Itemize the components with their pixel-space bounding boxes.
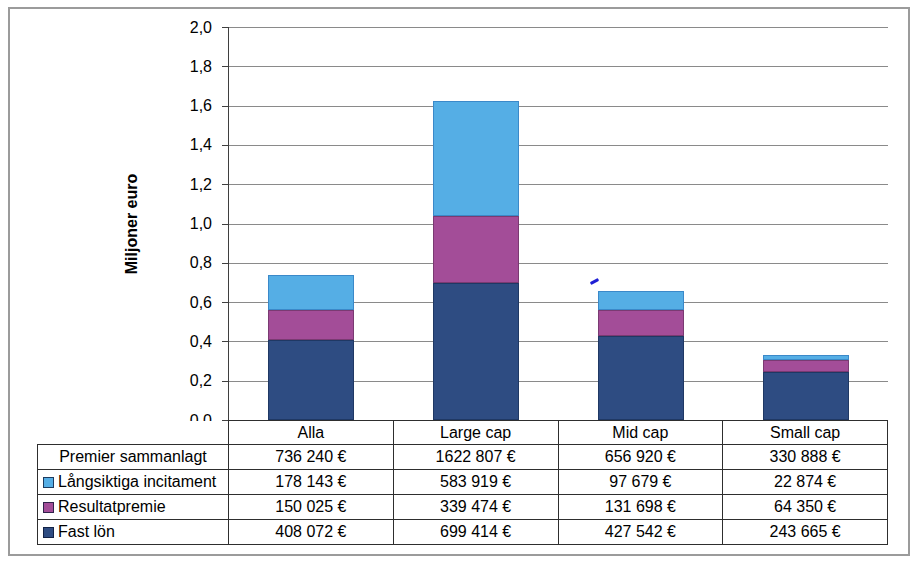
y-tick-mark (222, 145, 228, 146)
y-axis-title: Miljoner euro (123, 174, 141, 274)
bar-small-cap (763, 355, 849, 420)
table-cell-premier-sammanlagt-large-cap: 1622 807 € (393, 445, 558, 470)
y-tick-mark (222, 184, 228, 185)
table-cell-fast-l-n-mid-cap: 427 542 € (558, 520, 723, 545)
bar-segment-fast-l-n-alla (268, 340, 354, 420)
table-cell-l-ngsiktiga-incitament-large-cap: 583 919 € (393, 470, 558, 495)
column-header-mid-cap: Mid cap (558, 421, 723, 445)
table-cell-resultatpremie-alla: 150 025 € (229, 495, 394, 520)
y-tick-label: 0,4 (148, 332, 212, 351)
gridline (229, 66, 888, 67)
bar-segment-fast-l-n-mid-cap (598, 336, 684, 420)
row-label-fast-l-n: Fast lön (38, 520, 229, 545)
table-cell-premier-sammanlagt-mid-cap: 656 920 € (558, 445, 723, 470)
y-tick-label: 0,2 (148, 371, 212, 390)
gridline (229, 145, 888, 146)
plot-area (228, 27, 888, 421)
table-header-blank-cell (38, 421, 229, 445)
y-tick-label: 1,4 (148, 135, 212, 154)
gridline (229, 184, 888, 185)
stray-mark (590, 278, 599, 285)
y-tick-label: 1,8 (148, 57, 212, 76)
table-cell-resultatpremie-large-cap: 339 474 € (393, 495, 558, 520)
table-header-row: AllaLarge capMid capSmall cap (38, 421, 888, 445)
y-tick-mark (222, 263, 228, 264)
y-tick-label: 1,0 (148, 214, 212, 233)
row-label-premier-sammanlagt: Premier sammanlagt (38, 445, 229, 470)
legend-swatch-l-ngsiktiga-incitament (43, 477, 54, 488)
chart-canvas: Miljoner euro 2,0 1,8 1,6 1,4 1,2 1,0 0,8 0,6 0,… (0, 0, 920, 561)
bar-segment-resultatpremie-mid-cap (598, 310, 684, 336)
bar-segment-l-ngsiktiga-incitament-mid-cap (598, 291, 684, 310)
bar-segment-resultatpremie-large-cap (433, 216, 519, 283)
legend-swatch-resultatpremie (43, 502, 54, 513)
y-tick-mark (222, 66, 228, 67)
gridline (229, 27, 888, 28)
column-header-alla: Alla (229, 421, 394, 445)
bar-segment-resultatpremie-small-cap (763, 360, 849, 373)
bar-mid-cap (598, 291, 684, 420)
y-tick-mark (222, 224, 228, 225)
gridline (229, 224, 888, 225)
y-tick-mark (222, 27, 228, 28)
table-row-l-ngsiktiga-incitament: Långsiktiga incitament178 143 €583 919 €… (38, 470, 888, 495)
table-cell-fast-l-n-small-cap: 243 665 € (723, 520, 888, 545)
table-cell-l-ngsiktiga-incitament-small-cap: 22 874 € (723, 470, 888, 495)
legend-swatch-fast-l-n (43, 527, 54, 538)
y-tick-label: 0,6 (148, 293, 212, 312)
row-label-resultatpremie: Resultatpremie (38, 495, 229, 520)
table-cell-resultatpremie-small-cap: 64 350 € (723, 495, 888, 520)
column-header-large-cap: Large cap (393, 421, 558, 445)
table-cell-l-ngsiktiga-incitament-mid-cap: 97 679 € (558, 470, 723, 495)
table-row-resultatpremie: Resultatpremie150 025 €339 474 €131 698 … (38, 495, 888, 520)
y-tick-label: 0,8 (148, 253, 212, 272)
table-cell-premier-sammanlagt-alla: 736 240 € (229, 445, 394, 470)
table-cell-resultatpremie-mid-cap: 131 698 € (558, 495, 723, 520)
table-row-fast-l-n: Fast lön408 072 €699 414 €427 542 €243 6… (38, 520, 888, 545)
y-tick-label: 1,2 (148, 175, 212, 194)
bar-large-cap (433, 101, 519, 420)
column-header-small-cap: Small cap (723, 421, 888, 445)
y-tick-mark (222, 106, 228, 107)
bar-segment-l-ngsiktiga-incitament-alla (268, 275, 354, 310)
bar-segment-l-ngsiktiga-incitament-large-cap (433, 101, 519, 216)
y-tick-mark (222, 341, 228, 342)
gridline (229, 263, 888, 264)
table-cell-fast-l-n-large-cap: 699 414 € (393, 520, 558, 545)
table-cell-premier-sammanlagt-small-cap: 330 888 € (723, 445, 888, 470)
table-cell-l-ngsiktiga-incitament-alla: 178 143 € (229, 470, 394, 495)
data-table: AllaLarge capMid capSmall capPremier sam… (37, 420, 888, 545)
table-row-premier-sammanlagt: Premier sammanlagt736 240 €1622 807 €656… (38, 445, 888, 470)
y-tick-mark (222, 381, 228, 382)
y-tick-label: 2,0 (148, 18, 212, 37)
y-tick-mark (222, 302, 228, 303)
bar-segment-fast-l-n-large-cap (433, 283, 519, 420)
bar-alla (268, 275, 354, 420)
y-tick-label: 1,6 (148, 96, 212, 115)
bar-segment-resultatpremie-alla (268, 310, 354, 340)
table-cell-fast-l-n-alla: 408 072 € (229, 520, 394, 545)
gridline (229, 106, 888, 107)
row-label-l-ngsiktiga-incitament: Långsiktiga incitament (38, 470, 229, 495)
bar-segment-fast-l-n-small-cap (763, 372, 849, 420)
